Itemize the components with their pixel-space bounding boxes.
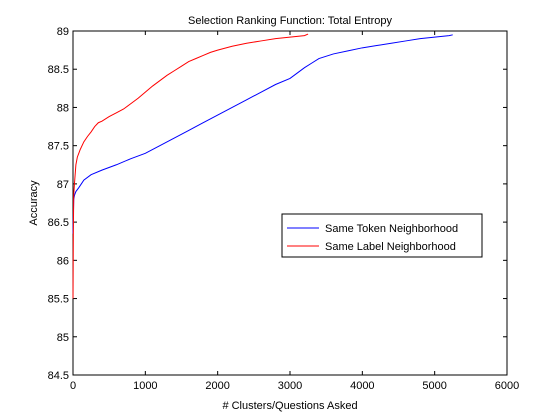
series-lines [72,33,453,299]
axis-ticks: 0 1000 2000 3000 4000 5000 6000 84.5 85 85.5 86 86.… [48,26,520,392]
y-tick-label: 88 [57,102,69,114]
y-tick-label: 85.5 [48,294,69,306]
y-tick-label: 86.5 [48,217,69,229]
y-tick-label: 84.5 [48,370,69,382]
x-tick-label: 0 [70,380,76,392]
chart-title: Selection Ranking Function: Total Entrop… [188,15,393,27]
x-tick-label: 6000 [495,380,519,392]
plot-area [72,30,508,376]
legend-box [281,213,483,258]
x-tick-label: 5000 [422,380,446,392]
series-line-same-label [72,33,309,299]
y-tick-label: 86 [57,255,69,267]
legend-label-same-label: Same Label Neighborhood [325,241,456,253]
y-axis-label: Accuracy [28,180,40,226]
y-tick-label: 87.5 [48,141,69,153]
y-tick-label: 85 [57,332,69,344]
x-axis-label: # Clusters/Questions Asked [222,400,357,412]
x-tick-label: 1000 [133,380,157,392]
y-tick-label: 88.5 [48,64,69,76]
x-tick-label: 3000 [278,380,302,392]
y-tick-label: 89 [57,26,69,38]
y-tick-label: 87 [57,179,69,191]
legend-label-same-token: Same Token Neighborhood [325,223,458,235]
x-tick-label: 4000 [350,380,374,392]
series-line-same-token [72,34,453,234]
legend: Same Token Neighborhood Same Label Neigh… [281,213,483,258]
x-tick-label: 2000 [205,380,229,392]
